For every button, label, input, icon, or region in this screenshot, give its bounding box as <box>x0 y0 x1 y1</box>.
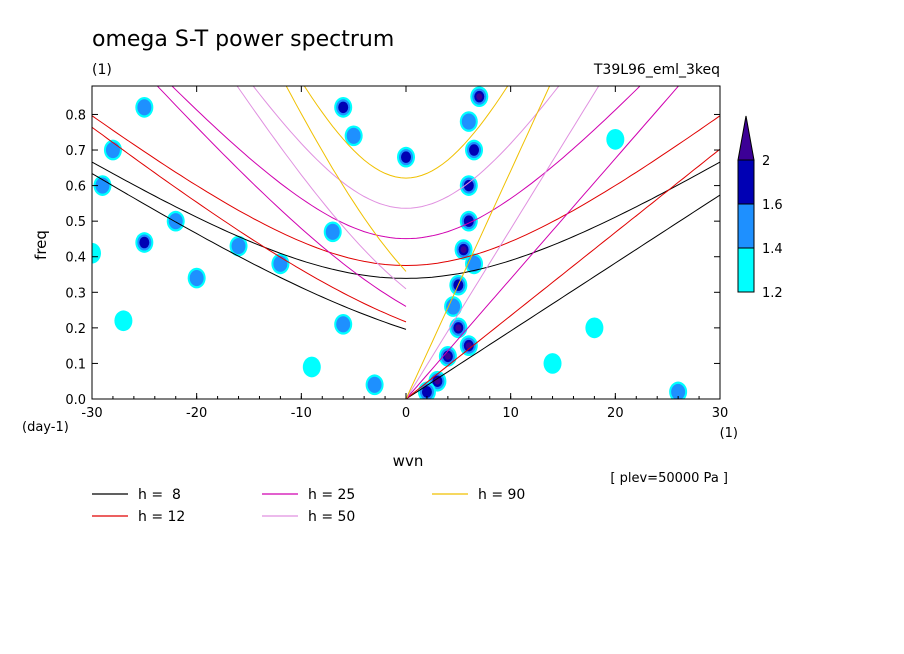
inertia-gravity-curve-h25 <box>171 86 641 240</box>
contour-blob <box>336 316 351 333</box>
contour-blob <box>273 255 288 272</box>
mixed-rossby-gravity-curve-h8 <box>92 173 407 330</box>
y-tick-label: 0.4 <box>65 251 86 266</box>
inertia-gravity-curve-h8 <box>92 161 720 279</box>
colorbar-segment <box>737 247 755 293</box>
contour-blob <box>401 151 411 163</box>
contour-blob <box>92 242 101 264</box>
contour-blob <box>460 246 467 254</box>
mixed-rossby-gravity-curve-h90 <box>285 86 407 272</box>
mixed-rossby-gravity-curve-h25 <box>156 86 407 307</box>
contour-blob <box>585 317 604 339</box>
colorbar-label: 1.4 <box>762 242 783 257</box>
colorbar-label: 1.2 <box>762 286 783 301</box>
legend-label: h = 90 <box>478 487 525 503</box>
contour-blob <box>606 129 625 150</box>
contour-blob <box>421 386 432 398</box>
contour-blob <box>139 236 150 249</box>
kelvin-curve-h8 <box>405 194 720 399</box>
x-tick-label: 10 <box>502 406 519 421</box>
y-tick-label: 0.0 <box>65 393 86 408</box>
inertia-gravity-curve-h12 <box>92 115 720 267</box>
plot-area: -30 -20 -10 0 10 20 30 0.0 0.1 0.2 0.3 0.4 0.5 0.6 0.7… <box>65 85 728 421</box>
experiment-label: T39L96_eml_3keq <box>593 62 720 78</box>
y-tick-label: 0.8 <box>65 108 86 123</box>
y-tick-label: 0.3 <box>65 286 86 301</box>
kelvin-curve-h25 <box>405 86 680 399</box>
colorbar: 1.2 1.4 1.6 2 <box>737 115 783 301</box>
contour-blob <box>671 383 686 399</box>
x-tick-label: 20 <box>607 406 624 421</box>
contour-blob <box>168 213 183 230</box>
x-tick-label: 0 <box>402 406 410 421</box>
inertia-gravity-curve-h50 <box>252 86 560 209</box>
legend-label: h = 25 <box>308 487 355 503</box>
x-tick-label: 30 <box>712 406 729 421</box>
level-note: [ plev=50000 Pa ] <box>610 471 728 486</box>
contour-blob <box>476 93 483 101</box>
legend-label: h = 8 <box>138 487 181 503</box>
y-tick-label: 0.1 <box>65 357 86 372</box>
y-tick-label: 0.2 <box>65 322 86 337</box>
contour-blob <box>325 223 340 240</box>
legend-label: h = 12 <box>138 509 185 525</box>
legend: h = 8 h = 12 h = 25 h = 50 h = 90 <box>92 487 525 525</box>
colorbar-label: 2 <box>762 154 770 169</box>
colorbar-label: 1.6 <box>762 198 783 213</box>
contour-blob <box>461 113 476 130</box>
chart-title: omega S-T power spectrum <box>92 27 394 52</box>
x-axis-units: (1) <box>720 426 738 441</box>
colorbar-segment <box>737 159 755 205</box>
contour-blob <box>302 356 321 378</box>
kelvin-curve-h12 <box>405 148 720 399</box>
contour-blob <box>105 141 120 159</box>
contour-blob <box>543 353 562 374</box>
chart-subtitle: (1) <box>92 62 112 78</box>
contour-blob <box>338 101 349 114</box>
legend-label: h = 50 <box>308 509 355 525</box>
kelvin-curve-h50 <box>405 86 600 399</box>
y-axis-label: freq <box>32 230 50 260</box>
mixed-rossby-gravity-curve-h12 <box>92 126 407 323</box>
mixed-rossby-gravity-curve-h50 <box>236 86 407 290</box>
contour-blob <box>189 270 204 287</box>
y-tick-label: 0.5 <box>65 215 86 230</box>
x-tick-label: -20 <box>186 406 207 421</box>
contour-blob <box>455 324 462 332</box>
inertia-gravity-curve-h90 <box>303 86 509 179</box>
y-axis-units: (day-1) <box>22 420 69 435</box>
y-tick-label: 0.6 <box>65 180 86 195</box>
axis-ticks: -30 -20 -10 0 10 20 30 0.0 0.1 0.2 0.3 0.4 0.5 0.6 0.7… <box>65 86 728 421</box>
contour-blob <box>444 352 451 360</box>
contour-blob <box>463 179 474 192</box>
contour-blob <box>446 298 461 315</box>
x-axis-label: wvn <box>393 452 424 470</box>
colorbar-extension <box>737 115 755 161</box>
contour-blob <box>231 238 246 255</box>
contour-blob <box>367 376 382 393</box>
contour-blob <box>469 144 480 156</box>
contour-blob <box>467 255 482 272</box>
x-tick-label: -10 <box>291 406 312 421</box>
contour-blob <box>346 127 361 144</box>
x-tick-label: -30 <box>81 406 102 421</box>
contour-blob <box>114 310 133 332</box>
contour-blob <box>465 342 472 350</box>
y-tick-label: 0.7 <box>65 144 86 159</box>
contour-blob <box>137 99 152 116</box>
dispersion-curves <box>92 86 720 399</box>
kelvin-curve-h90 <box>405 86 551 399</box>
colorbar-segment <box>737 203 755 249</box>
plot-background <box>92 86 720 399</box>
